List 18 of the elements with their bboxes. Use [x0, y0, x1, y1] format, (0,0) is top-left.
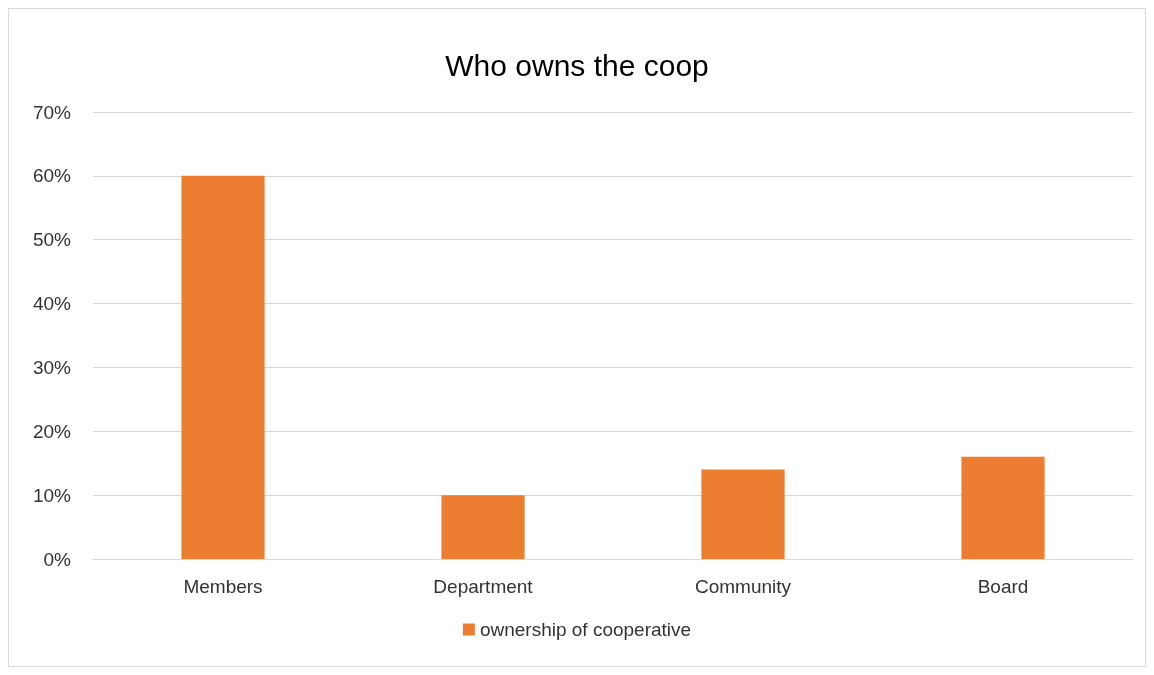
x-tick-label: Department — [433, 576, 534, 597]
y-tick-label: 20% — [32, 420, 72, 442]
legend-label: ownership of cooperative — [479, 619, 692, 640]
y-tick-label: 10% — [32, 484, 72, 506]
x-tick-label: Community — [694, 576, 792, 597]
bar — [181, 175, 265, 559]
y-tick-label: 40% — [32, 293, 72, 315]
bar — [961, 456, 1045, 559]
x-tick-label: Board — [977, 576, 1029, 597]
y-tick-label: 0% — [43, 548, 72, 570]
bar — [441, 495, 525, 559]
y-tick-label: 30% — [32, 356, 72, 378]
bar — [701, 469, 785, 559]
y-tick-label: 70% — [32, 101, 72, 123]
y-tick-label: 50% — [32, 229, 72, 251]
chart-title: Who owns the coop — [445, 48, 709, 82]
y-tick-label: 60% — [32, 165, 72, 187]
x-tick-label: Members — [183, 576, 263, 597]
